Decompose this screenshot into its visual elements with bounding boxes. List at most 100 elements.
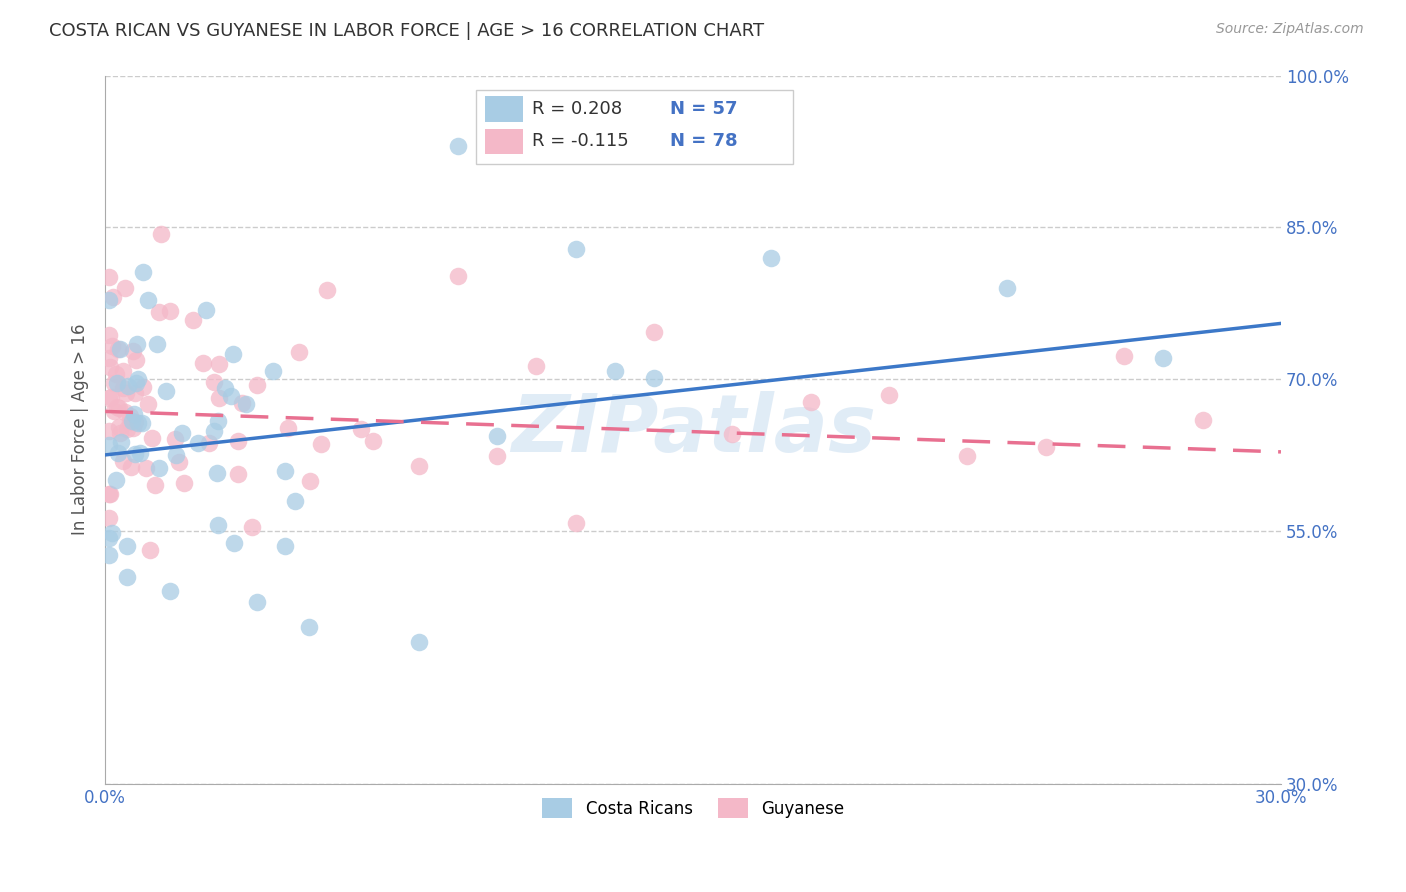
Point	[98, 293, 121, 307]
Point	[408, 635, 430, 649]
Point	[309, 437, 332, 451]
Point	[202, 376, 225, 390]
Text: R = -0.115: R = -0.115	[531, 132, 628, 151]
Point	[228, 467, 250, 482]
Point	[127, 416, 149, 430]
Point	[108, 401, 131, 415]
Point	[115, 570, 138, 584]
Point	[124, 415, 146, 429]
Point	[141, 431, 163, 445]
Point	[315, 283, 337, 297]
Point	[246, 378, 269, 392]
Point	[159, 583, 181, 598]
Point	[277, 420, 299, 434]
Point	[1152, 351, 1174, 366]
Point	[181, 313, 204, 327]
Point	[111, 382, 134, 396]
Point	[122, 407, 145, 421]
Point	[98, 269, 121, 284]
Point	[219, 389, 242, 403]
Point	[131, 265, 153, 279]
Point	[98, 486, 121, 500]
Point	[117, 379, 139, 393]
Point	[350, 422, 373, 436]
Point	[98, 511, 121, 525]
Point	[105, 376, 128, 391]
Point	[112, 454, 135, 468]
Point	[125, 376, 148, 391]
Point	[98, 359, 121, 374]
Point	[564, 516, 586, 531]
Point	[205, 466, 228, 480]
Point	[800, 395, 823, 409]
Point	[297, 620, 319, 634]
Legend: Costa Ricans, Guyanese: Costa Ricans, Guyanese	[536, 791, 851, 825]
Point	[115, 421, 138, 435]
Text: N = 78: N = 78	[669, 132, 737, 151]
Point	[136, 397, 159, 411]
Point	[191, 356, 214, 370]
Point	[110, 435, 132, 450]
Point	[246, 594, 269, 608]
Point	[1114, 350, 1136, 364]
Point	[956, 449, 979, 463]
Point	[131, 416, 153, 430]
Point	[98, 351, 121, 366]
Point	[138, 543, 160, 558]
Point	[98, 549, 121, 563]
Point	[98, 437, 121, 451]
Point	[761, 251, 783, 265]
Text: ZIPatlas: ZIPatlas	[510, 391, 876, 468]
Point	[104, 473, 127, 487]
Point	[98, 328, 121, 343]
Point	[643, 326, 665, 340]
Point	[408, 459, 430, 474]
Point	[877, 388, 900, 402]
Point	[121, 343, 143, 358]
Point	[299, 474, 322, 488]
Point	[114, 281, 136, 295]
Point	[165, 448, 187, 462]
Point	[202, 424, 225, 438]
Point	[108, 342, 131, 356]
Point	[146, 336, 169, 351]
Point	[129, 446, 152, 460]
Point	[108, 426, 131, 441]
Point	[235, 397, 257, 411]
FancyBboxPatch shape	[485, 128, 523, 154]
Point	[100, 390, 122, 404]
Point	[132, 380, 155, 394]
Point	[101, 339, 124, 353]
Point	[262, 364, 284, 378]
Point	[273, 464, 295, 478]
Point	[111, 364, 134, 378]
Point	[564, 243, 586, 257]
Point	[150, 227, 173, 241]
Point	[208, 357, 231, 371]
Point	[155, 384, 177, 398]
Point	[98, 392, 121, 406]
Point	[107, 342, 129, 356]
Point	[105, 400, 128, 414]
Point	[274, 539, 297, 553]
Point	[107, 446, 129, 460]
Point	[288, 345, 311, 359]
Point	[124, 447, 146, 461]
FancyBboxPatch shape	[475, 90, 793, 164]
Point	[231, 396, 253, 410]
Point	[98, 424, 121, 438]
Point	[120, 409, 142, 423]
Point	[447, 269, 470, 284]
Point	[105, 367, 128, 381]
Point	[125, 336, 148, 351]
Point	[187, 436, 209, 450]
Point	[214, 381, 236, 395]
Point	[148, 461, 170, 475]
Point	[121, 414, 143, 428]
Point	[135, 461, 157, 475]
Point	[101, 290, 124, 304]
Point	[163, 433, 186, 447]
Point	[643, 371, 665, 385]
Point	[114, 386, 136, 401]
Y-axis label: In Labor Force | Age > 16: In Labor Force | Age > 16	[72, 324, 89, 535]
